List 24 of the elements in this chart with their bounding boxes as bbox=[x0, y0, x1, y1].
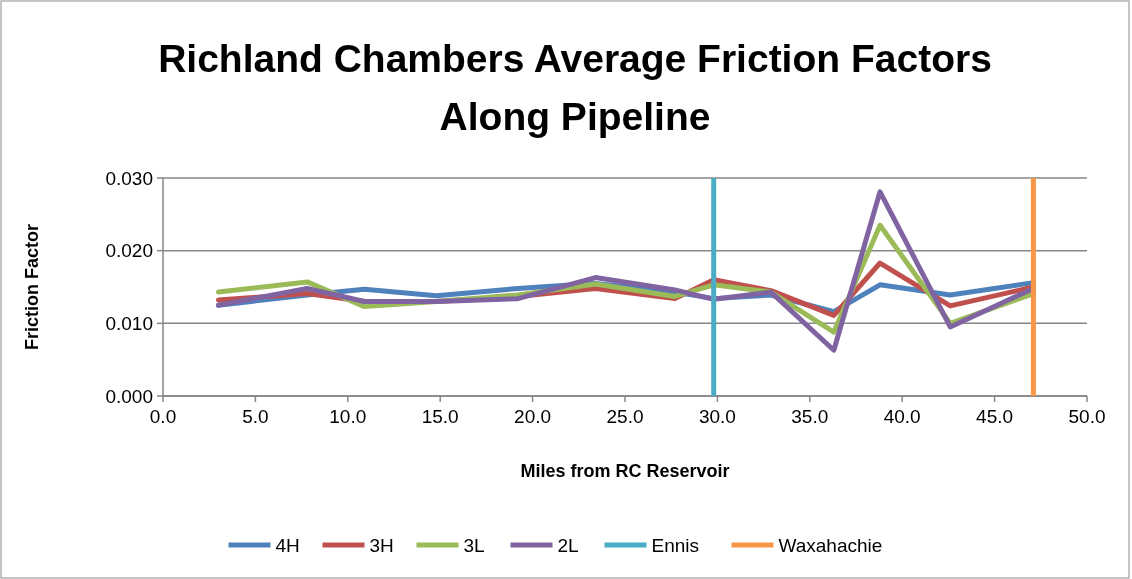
x-tick-label: 5.0 bbox=[242, 406, 269, 427]
legend-label: 3L bbox=[463, 534, 485, 556]
x-tick-label: 15.0 bbox=[421, 406, 459, 427]
legend-label: Ennis bbox=[651, 534, 700, 556]
x-tick-label: 0.0 bbox=[149, 406, 177, 427]
y-tick-label: 0.010 bbox=[105, 312, 153, 334]
y-axis-title: Friction Factor bbox=[22, 223, 42, 351]
x-tick-label: 30.0 bbox=[698, 406, 736, 427]
x-tick-label: 10.0 bbox=[329, 406, 367, 427]
legend-label: 4H bbox=[275, 534, 300, 556]
legend-label: Waxahachie bbox=[778, 534, 883, 556]
x-tick-label: 40.0 bbox=[883, 406, 921, 427]
x-axis-title: Miles from RC Reservoir bbox=[520, 461, 730, 481]
x-tick-label: 25.0 bbox=[606, 406, 644, 427]
x-tick-label: 50.0 bbox=[1068, 406, 1106, 427]
legend-label: 3H bbox=[369, 534, 394, 556]
x-tick-label: 45.0 bbox=[976, 406, 1014, 427]
legend-label: 2L bbox=[557, 534, 579, 556]
x-tick-label: 35.0 bbox=[791, 406, 829, 427]
y-tick-label: 0.000 bbox=[105, 385, 153, 407]
y-tick-label: 0.030 bbox=[105, 167, 153, 189]
chart-title: Richland Chambers Average Friction Factors Along Pipeline bbox=[158, 37, 992, 138]
y-tick-label: 0.020 bbox=[105, 240, 153, 262]
x-tick-label: 20.0 bbox=[514, 406, 552, 427]
